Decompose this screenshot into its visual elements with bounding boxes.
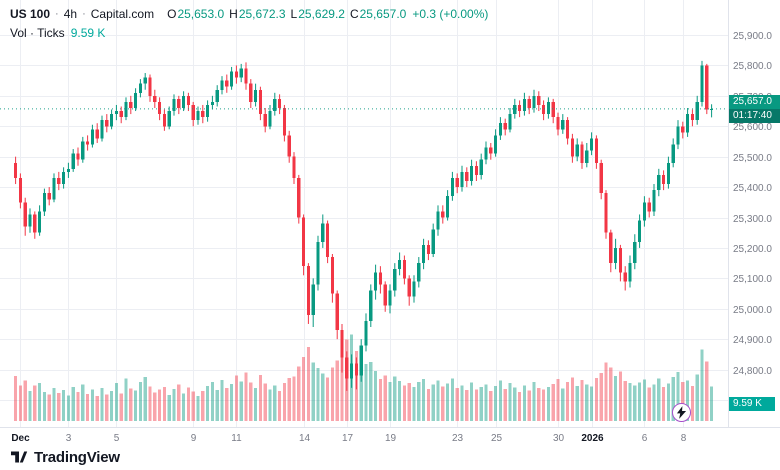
svg-text:2026: 2026 [581,433,604,444]
svg-text:25,100.0: 25,100.0 [733,274,772,285]
close-label: C [349,7,359,21]
close-value: 25,657.0 [359,7,407,21]
svg-text:17: 17 [342,433,354,444]
svg-text:25,600.0: 25,600.0 [733,122,772,133]
svg-text:25,400.0: 25,400.0 [733,183,772,194]
lightning-icon [676,406,687,419]
svg-text:3: 3 [66,433,72,444]
chart-legend: US 100 · 4h · Capital.com O 25,653.0 H 25,… [10,7,488,40]
svg-text:9: 9 [191,433,197,444]
svg-text:8: 8 [681,433,687,444]
svg-text:25: 25 [491,433,503,444]
svg-text:14: 14 [299,433,311,444]
time-axis[interactable]: Dec 3 5 9 11 14 17 19 23 25 30 2026 6 8 [11,433,686,444]
low-label: L [290,7,298,21]
low-value: 25,629.2 [298,7,345,21]
last-price-value: 25,657.0 [729,95,780,109]
change-value: +0.3 (+0.00%) [412,7,489,21]
svg-text:6: 6 [642,433,648,444]
svg-text:25,800.0: 25,800.0 [733,61,772,72]
svg-text:30: 30 [553,433,565,444]
tradingview-attribution[interactable]: TradingView [10,448,120,466]
last-volume-axis-label: 9.59 K [729,397,775,411]
svg-text:25,300.0: 25,300.0 [733,214,772,225]
open-value: 25,653.0 [177,7,225,21]
high-value: 25,672.3 [238,7,286,21]
bar-countdown-timer: 01:17:40 [729,109,780,123]
interval-label[interactable]: 4h [63,7,78,21]
ohlc-values: O 25,653.0 H 25,672.3 L 25,629.2 C 25,657.0 [162,7,406,21]
high-label: H [229,7,238,21]
separator-dot: · [55,8,59,20]
grid-lines [0,0,728,428]
symbol-legend-row: US 100 · 4h · Capital.com O 25,653.0 H 25,… [10,7,488,21]
svg-text:25,500.0: 25,500.0 [733,153,772,164]
svg-text:25,900.0: 25,900.0 [733,31,772,42]
last-price-axis-label: 25,657.0 01:17:40 [729,95,780,123]
svg-text:23: 23 [452,433,464,444]
svg-text:19: 19 [385,433,397,444]
svg-text:Dec: Dec [11,433,30,444]
volume-bars [14,334,714,421]
svg-text:11: 11 [231,433,242,444]
volume-legend-row: Vol · Ticks 9.59 K [10,26,488,40]
quick-trade-lightning-button[interactable] [672,403,691,422]
svg-text:5: 5 [114,433,120,444]
svg-text:24,800.0: 24,800.0 [733,366,772,377]
svg-text:25,200.0: 25,200.0 [733,244,772,255]
price-axis[interactable]: 25,900.025,800.025,700.025,600.025,500.0… [733,31,772,407]
volume-indicator-label[interactable]: Vol · Ticks [10,26,65,40]
tradingview-logo-icon [11,451,28,463]
tradingview-logo-text: TradingView [34,448,120,466]
svg-text:25,000.0: 25,000.0 [733,305,772,316]
svg-text:24,900.0: 24,900.0 [733,335,772,346]
feed-label[interactable]: Capital.com [90,7,155,21]
symbol-name[interactable]: US 100 [10,7,51,21]
open-label: O [167,7,177,21]
candles [14,60,714,391]
volume-value: 9.59 K [70,26,106,40]
separator-dot: · [82,8,86,20]
